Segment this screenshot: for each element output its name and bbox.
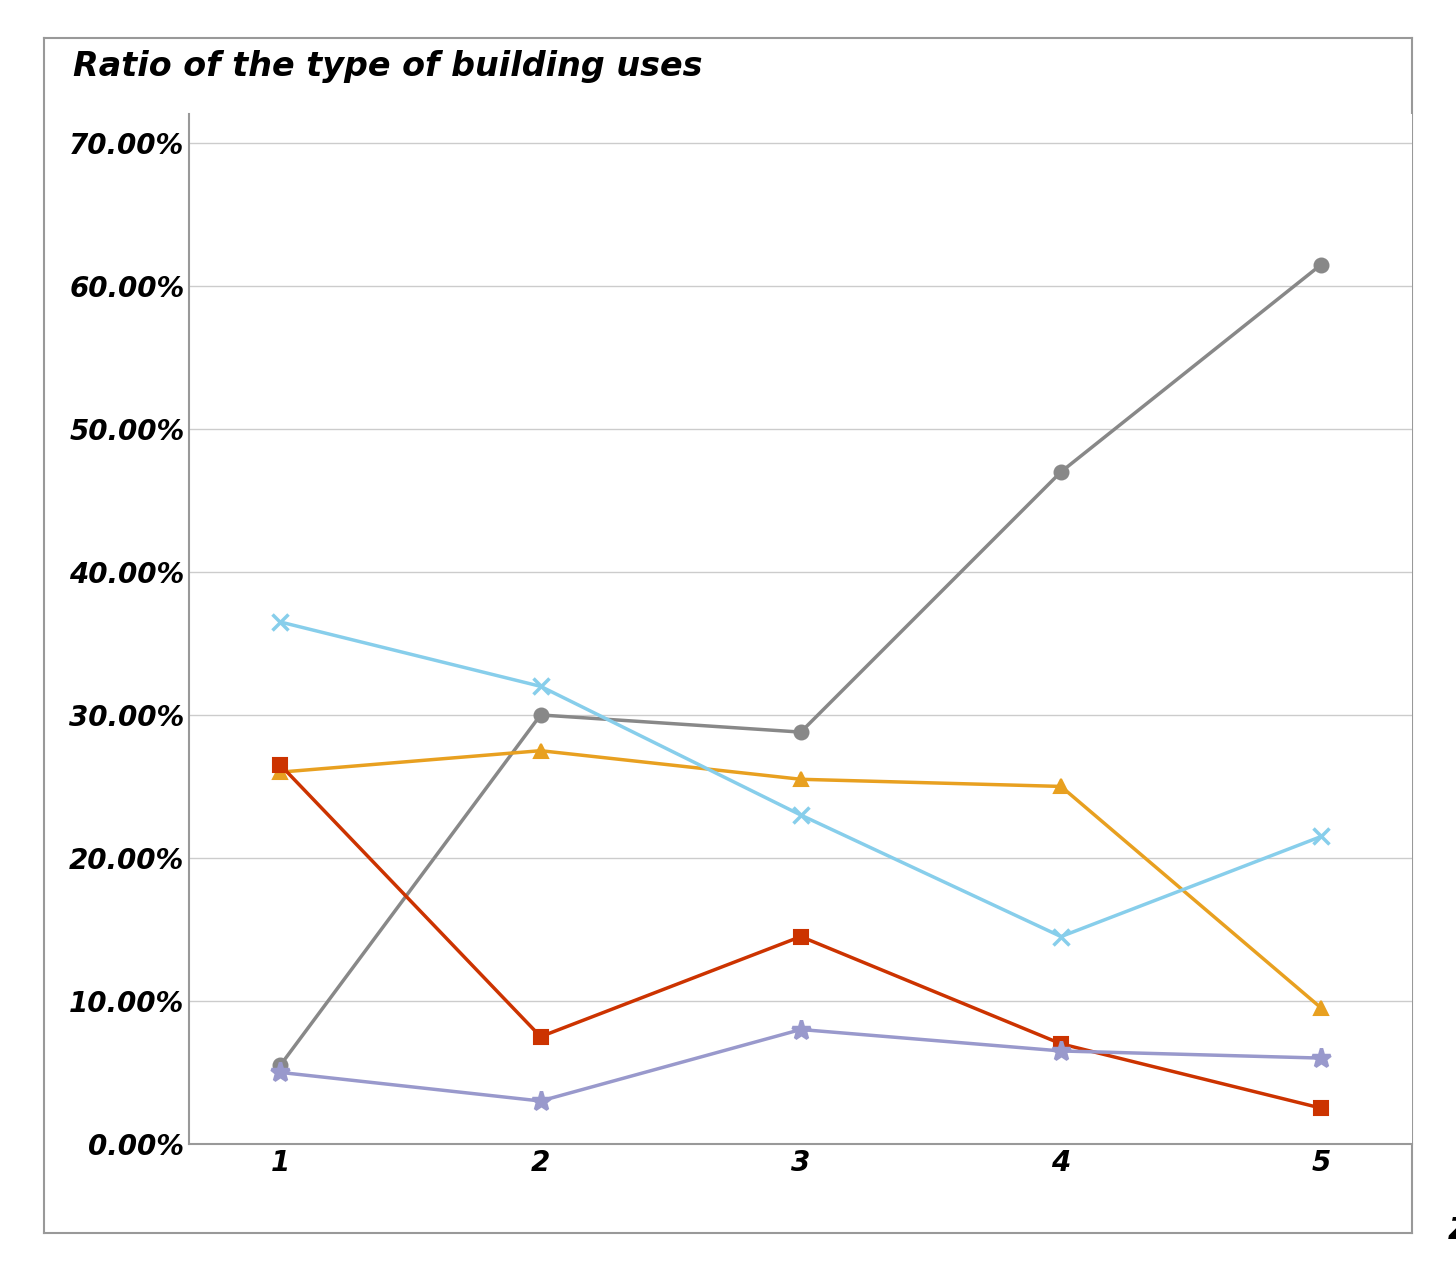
- Text: ZONE: ZONE: [1449, 1216, 1456, 1246]
- Text: Ratio of the type of building uses: Ratio of the type of building uses: [73, 50, 702, 83]
